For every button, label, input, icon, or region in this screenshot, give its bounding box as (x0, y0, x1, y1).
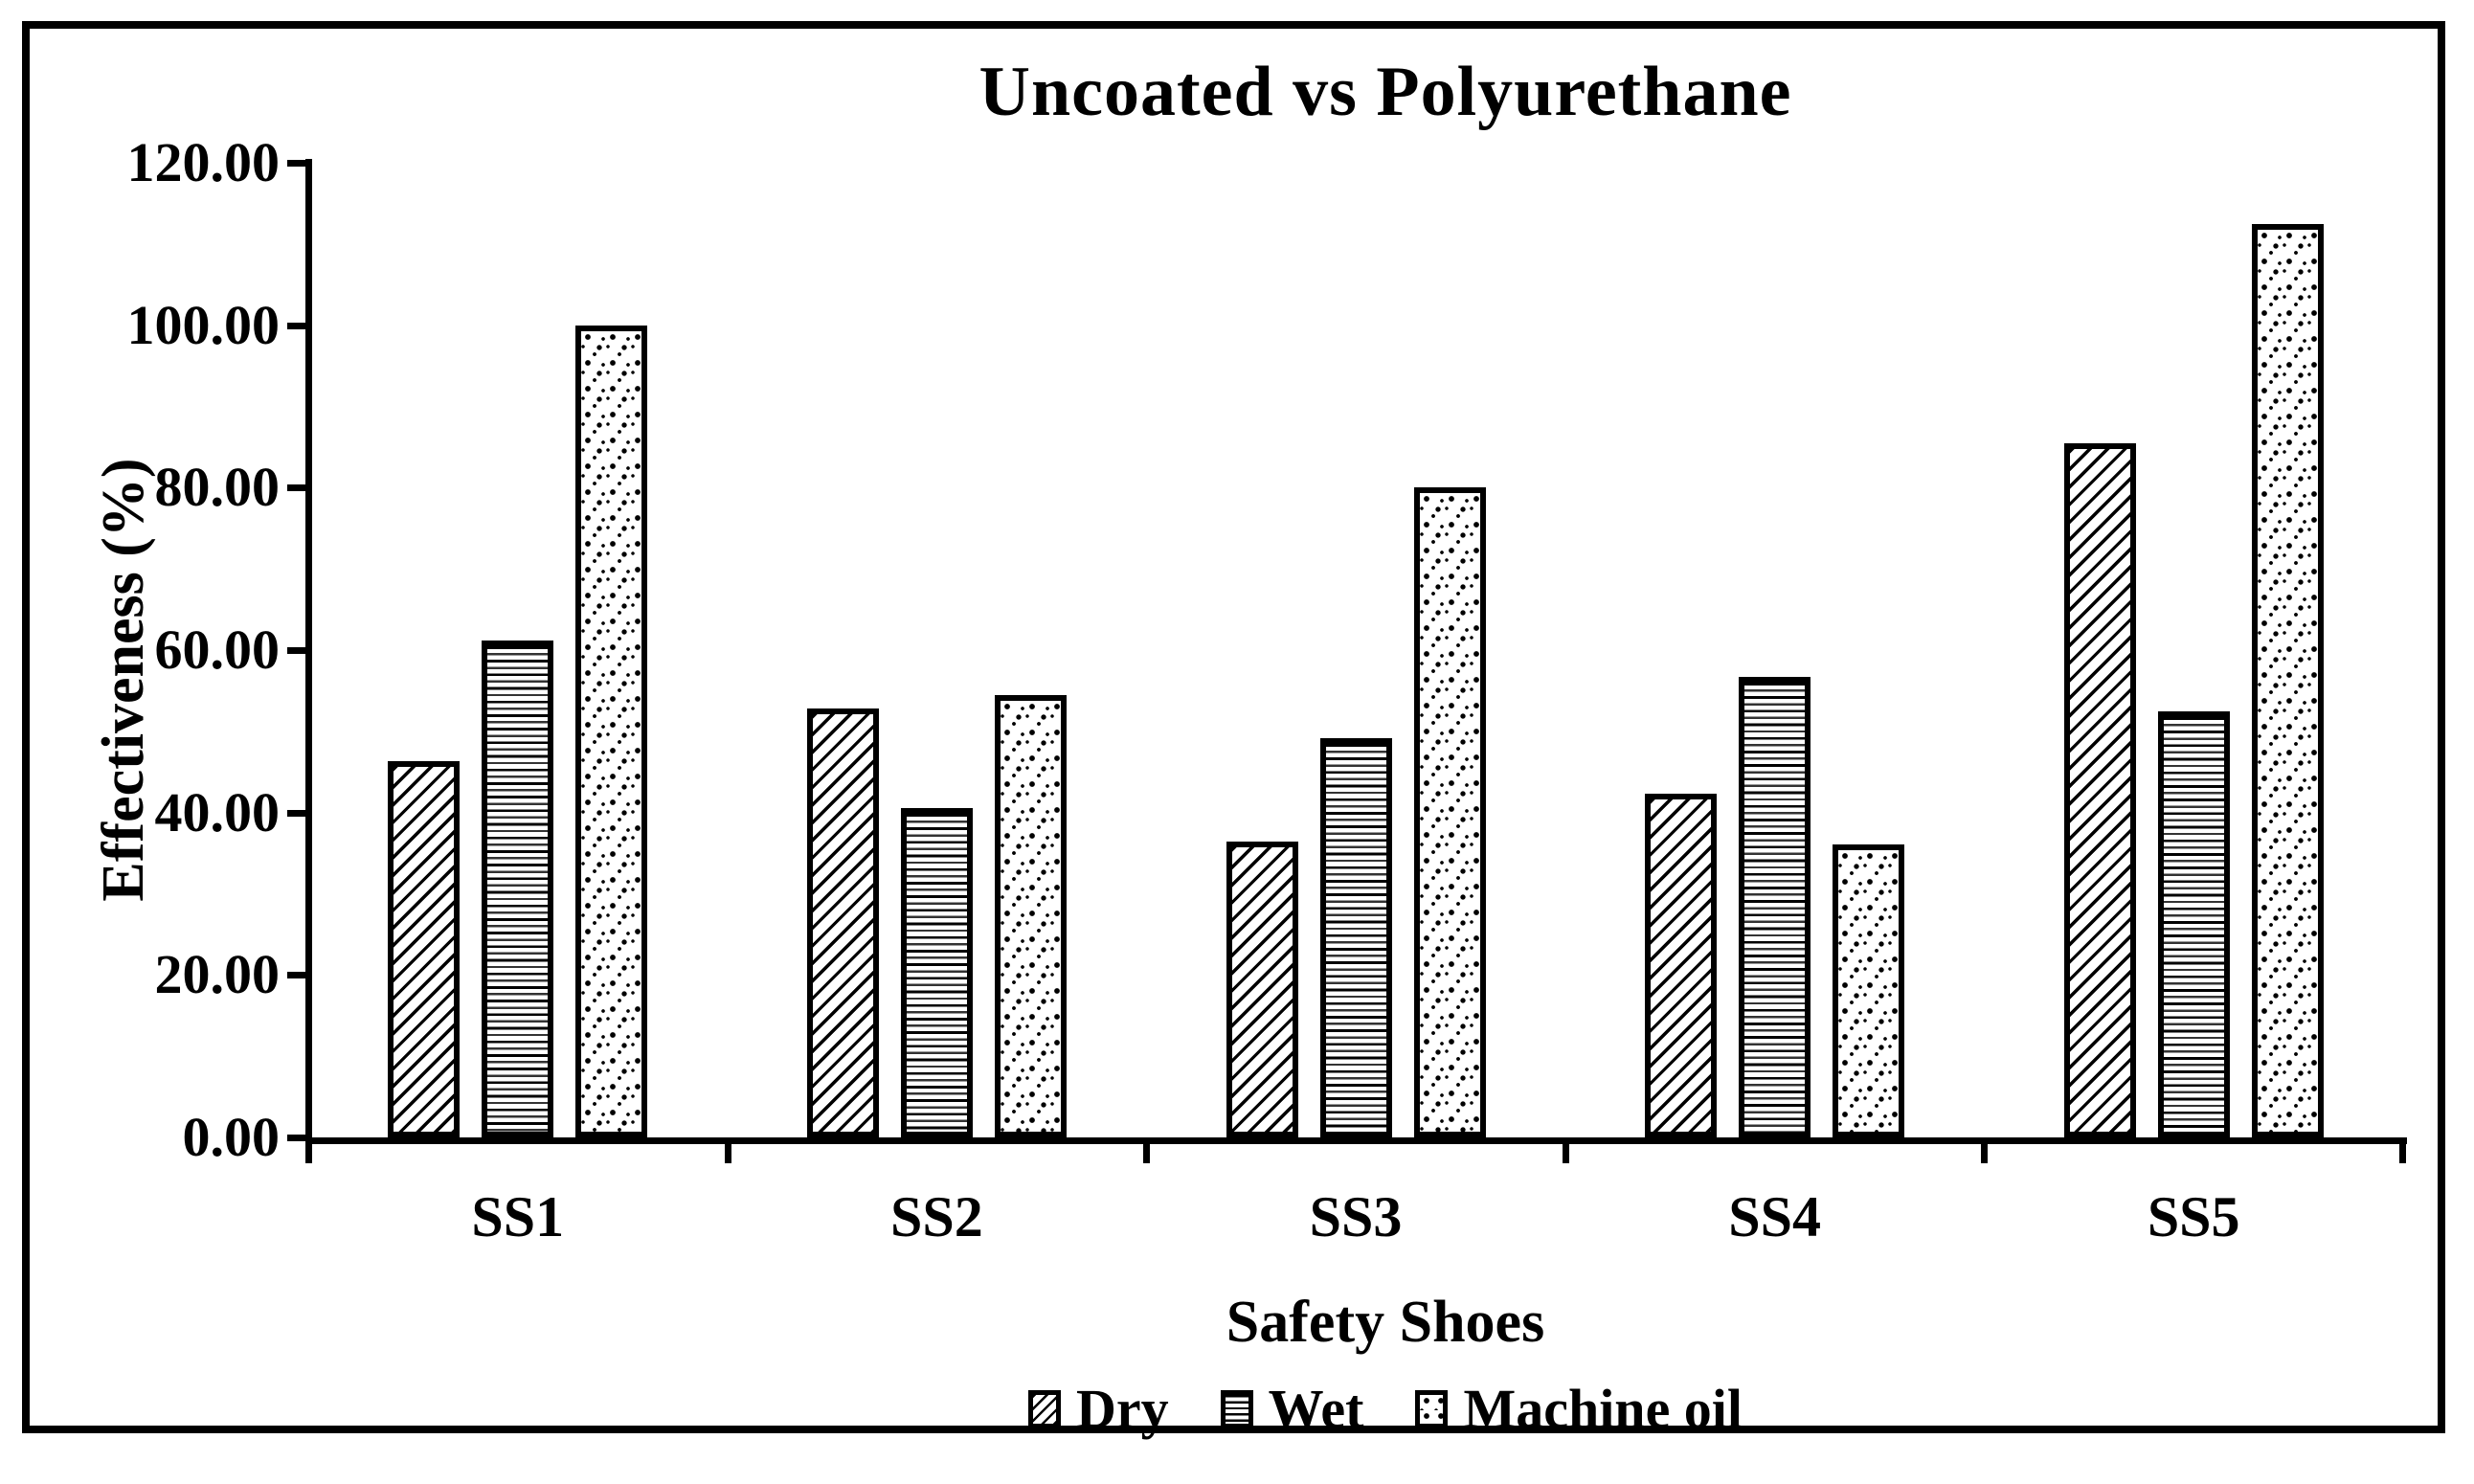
y-axis-tick (287, 647, 310, 654)
legend-label: Machine oil (1463, 1378, 1743, 1440)
y-axis-tick-label: 20.00 (154, 943, 281, 1006)
x-category-label: SS3 (1309, 1185, 1403, 1248)
plot-area: SS1 SS2 SS3 SS4 SS5 0.00 20.00 40.00 60.00 80.00 1… (30, 29, 2474, 1484)
legend-item-dry: Dry (1027, 1376, 1169, 1443)
legend-label: Dry (1075, 1378, 1169, 1440)
bar-dry-ss4 (1645, 794, 1718, 1137)
bar-machine-oil-ss1 (575, 325, 648, 1137)
y-axis-tick-label: 120.00 (126, 131, 281, 193)
bar-dry-ss2 (806, 708, 879, 1137)
legend: Dry Wet Machine oil (338, 1371, 2433, 1448)
bar-wet-ss1 (482, 640, 554, 1137)
x-category-label: SS2 (890, 1185, 983, 1248)
bar-dry-ss5 (2063, 442, 2136, 1137)
legend-label: Wet (1268, 1378, 1364, 1440)
chart-title: Uncoated vs Polyurethane (978, 53, 1792, 131)
y-axis-tick (287, 809, 310, 817)
horizontal-lines-swatch-icon (1220, 1390, 1253, 1428)
chart-frame: Uncoated vs Polyurethane Effectiveness (… (22, 21, 2445, 1440)
bar-wet-ss4 (1739, 676, 1811, 1137)
x-axis-tick (2399, 1137, 2406, 1163)
x-category-label: SS4 (1728, 1185, 1821, 1248)
y-axis-tick-label: 100.00 (126, 293, 281, 356)
diagonal-hatch-swatch-icon (1027, 1390, 1061, 1428)
dots-swatch-icon (1415, 1390, 1449, 1428)
bar-wet-ss3 (1319, 737, 1392, 1137)
bar-machine-oil-ss2 (994, 694, 1067, 1137)
x-category-label: SS5 (2147, 1185, 2240, 1248)
x-axis-tick (1143, 1137, 1151, 1163)
y-axis-tick (287, 1135, 310, 1141)
x-category-label: SS1 (471, 1185, 565, 1248)
bar-wet-ss5 (2157, 711, 2230, 1137)
y-axis-line (305, 159, 312, 1144)
legend-item-machine-oil: Machine oil (1415, 1376, 1743, 1443)
y-axis-tick-label: 80.00 (154, 456, 281, 519)
bar-wet-ss2 (900, 807, 973, 1137)
bar-dry-ss3 (1226, 842, 1298, 1137)
y-axis-tick-label: 0.00 (182, 1106, 281, 1168)
bar-machine-oil-ss4 (1833, 843, 1905, 1137)
legend-item-wet: Wet (1220, 1376, 1364, 1443)
x-axis-line (305, 1137, 2407, 1144)
y-axis-tick (287, 322, 310, 329)
y-axis-tick-label: 40.00 (154, 780, 281, 843)
x-axis-tick (1562, 1137, 1569, 1163)
bar-dry-ss1 (388, 761, 461, 1137)
x-axis-tick (305, 1137, 312, 1163)
y-axis-tick-label: 60.00 (154, 618, 281, 681)
y-axis-tick (287, 160, 310, 167)
bar-machine-oil-ss5 (2251, 224, 2324, 1137)
y-axis-tick (287, 484, 310, 492)
y-axis-tick (287, 972, 310, 979)
x-axis-tick (724, 1137, 731, 1163)
x-axis-tick (1981, 1137, 1989, 1163)
x-axis-title: Safety Shoes (1226, 1290, 1545, 1355)
bar-machine-oil-ss3 (1413, 487, 1486, 1137)
